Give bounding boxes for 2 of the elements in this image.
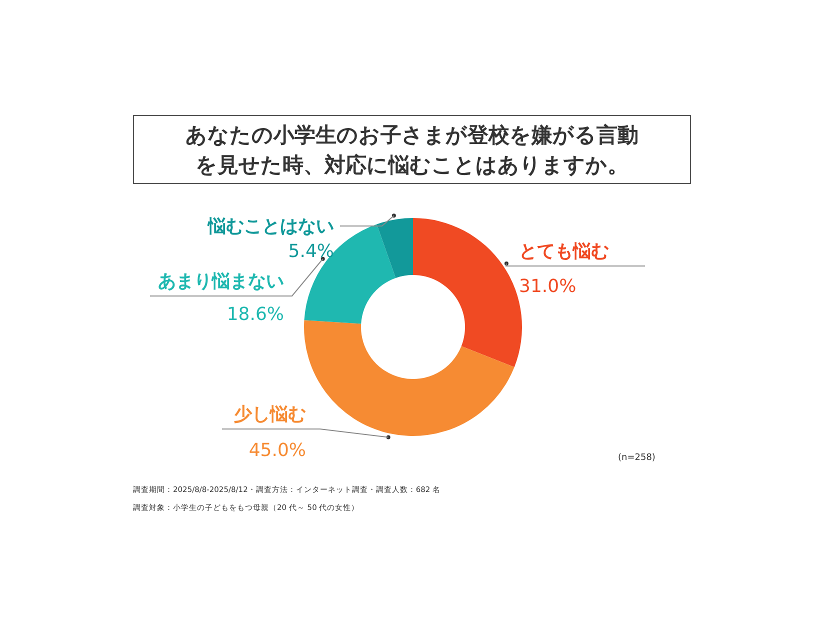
title: あなたの小学生のお子さまが登校を嫌がる言動を見せた時、対応に悩むことはありますか。 bbox=[184, 122, 640, 178]
annotation: (n=258) bbox=[618, 453, 656, 463]
